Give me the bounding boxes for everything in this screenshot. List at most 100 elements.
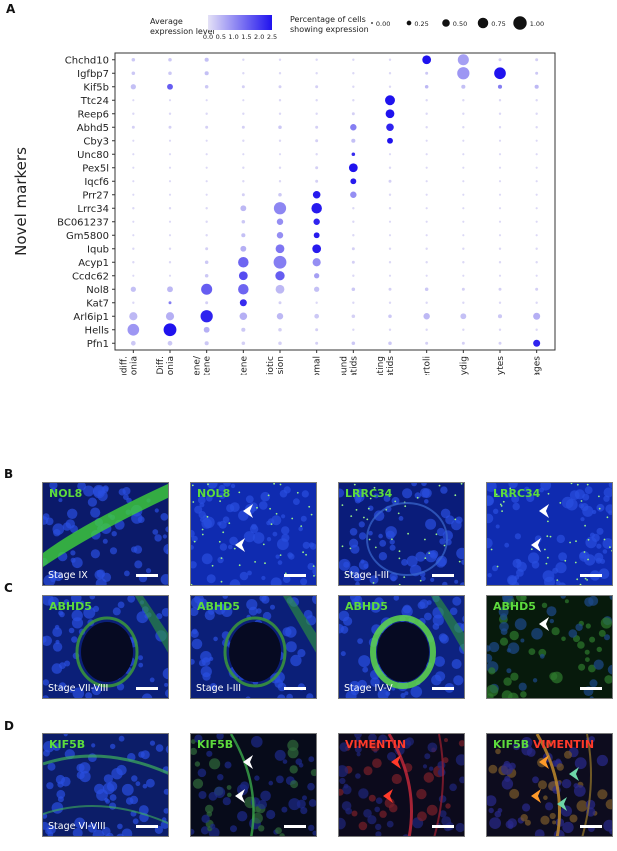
expression-dot	[497, 84, 503, 89]
scale-bar	[432, 574, 454, 577]
expression-dot	[425, 71, 429, 75]
expression-dot	[535, 247, 538, 250]
expression-dot	[132, 301, 135, 304]
scale-bar	[136, 574, 158, 577]
expression-dot	[205, 153, 208, 156]
micrograph-image	[191, 734, 316, 836]
arrowhead-icon	[243, 504, 253, 518]
expression-dot	[498, 274, 502, 277]
expression-dot	[242, 153, 245, 156]
expression-dot	[498, 234, 502, 237]
category-label: Acrosomal	[313, 356, 323, 375]
expression-dot	[388, 85, 392, 88]
scale-bar	[136, 687, 158, 690]
gene-label: Chchd10	[65, 55, 109, 66]
expression-dot	[132, 247, 135, 250]
micrograph-b-1: NOL8 Stage IX	[42, 482, 169, 586]
scale-bar	[580, 825, 602, 828]
expression-dot	[388, 301, 392, 304]
expression-dot	[462, 126, 465, 129]
expression-dot	[425, 193, 428, 196]
expression-dot	[168, 301, 172, 305]
micrograph-b-4: LRRC34	[486, 482, 613, 586]
expression-dot	[386, 123, 394, 132]
stain-label: KIF5B	[197, 738, 233, 751]
expression-dot	[205, 99, 208, 102]
gene-label: Cby3	[83, 136, 109, 147]
gene-label: Reep6	[77, 109, 109, 120]
expression-dot	[535, 193, 538, 196]
scale-bar	[432, 687, 454, 690]
stage-label: Stage VII-VIII	[48, 683, 109, 694]
expression-dot	[535, 180, 538, 183]
expression-dot	[498, 99, 502, 102]
micrograph-c-4: ABHD5	[486, 595, 613, 699]
expression-dot	[132, 99, 135, 102]
expression-dot	[352, 85, 355, 88]
expression-dot	[457, 67, 470, 80]
category-label: Telocytes	[496, 356, 506, 375]
expression-dot	[132, 207, 135, 210]
micrograph-c-3: ABHD5 Stage IV-V	[338, 595, 465, 699]
expression-dot	[132, 261, 135, 264]
category-label: Leptotene/	[193, 355, 203, 375]
stain-name: LRRC34	[345, 487, 393, 500]
expression-dot	[462, 274, 465, 277]
arrowhead-icon	[391, 755, 401, 769]
expression-dot	[242, 99, 245, 102]
category-label: spermatogonia	[129, 356, 139, 375]
expression-dot	[313, 218, 320, 225]
color-legend-tick: 2.0	[254, 33, 264, 41]
micrograph-d-2: KIF5B	[190, 733, 317, 837]
expression-dot	[278, 112, 282, 115]
micrograph-image	[43, 734, 168, 836]
stain-name: VIMENTIN	[345, 738, 407, 751]
expression-dot	[238, 284, 249, 295]
expression-dot	[462, 112, 465, 115]
expression-dot	[461, 287, 465, 291]
expression-dot	[461, 84, 466, 89]
expression-dot	[388, 314, 392, 319]
category-label: spermatogonia	[166, 356, 176, 375]
micrograph-b-2: NOL8	[190, 482, 317, 586]
expression-dot	[275, 271, 285, 281]
expression-dot	[535, 166, 538, 169]
expression-dot	[535, 261, 538, 264]
expression-dot	[352, 274, 355, 277]
expression-dot	[457, 54, 469, 66]
expression-dot	[535, 274, 538, 277]
expression-dot	[273, 202, 287, 215]
expression-dot	[239, 312, 248, 321]
expression-dot	[205, 112, 208, 115]
expression-dot	[205, 125, 209, 129]
gene-label: Kif5b	[83, 82, 109, 93]
expression-dot	[425, 126, 428, 129]
expression-dot	[204, 57, 209, 62]
expression-dot	[462, 301, 465, 304]
expression-dot	[462, 220, 465, 223]
expression-dot	[241, 193, 245, 197]
expression-dot	[425, 247, 428, 250]
expression-dot	[130, 286, 136, 292]
expression-dot	[388, 207, 392, 210]
color-legend-title: expression level	[150, 27, 215, 36]
size-legend-title: Percentage of cells	[290, 15, 366, 24]
expression-dot	[351, 314, 356, 319]
category-label: Sertoli	[423, 356, 433, 375]
expression-dot	[425, 166, 428, 169]
expression-dot	[535, 139, 538, 142]
arrowhead-icon	[235, 789, 245, 803]
expression-dot	[425, 99, 428, 102]
gene-label: Iqcf6	[84, 177, 109, 188]
stage-label: Stage IX	[48, 570, 88, 581]
expression-dot	[241, 219, 246, 224]
expression-dot	[351, 138, 356, 143]
expression-dot	[127, 323, 140, 336]
expression-dot	[535, 207, 538, 210]
expression-dot	[203, 326, 210, 333]
size-legend-dot	[513, 16, 527, 30]
expression-dot	[132, 220, 135, 223]
expression-dot	[132, 274, 135, 277]
expression-dot	[168, 112, 172, 115]
expression-dot	[239, 299, 247, 307]
